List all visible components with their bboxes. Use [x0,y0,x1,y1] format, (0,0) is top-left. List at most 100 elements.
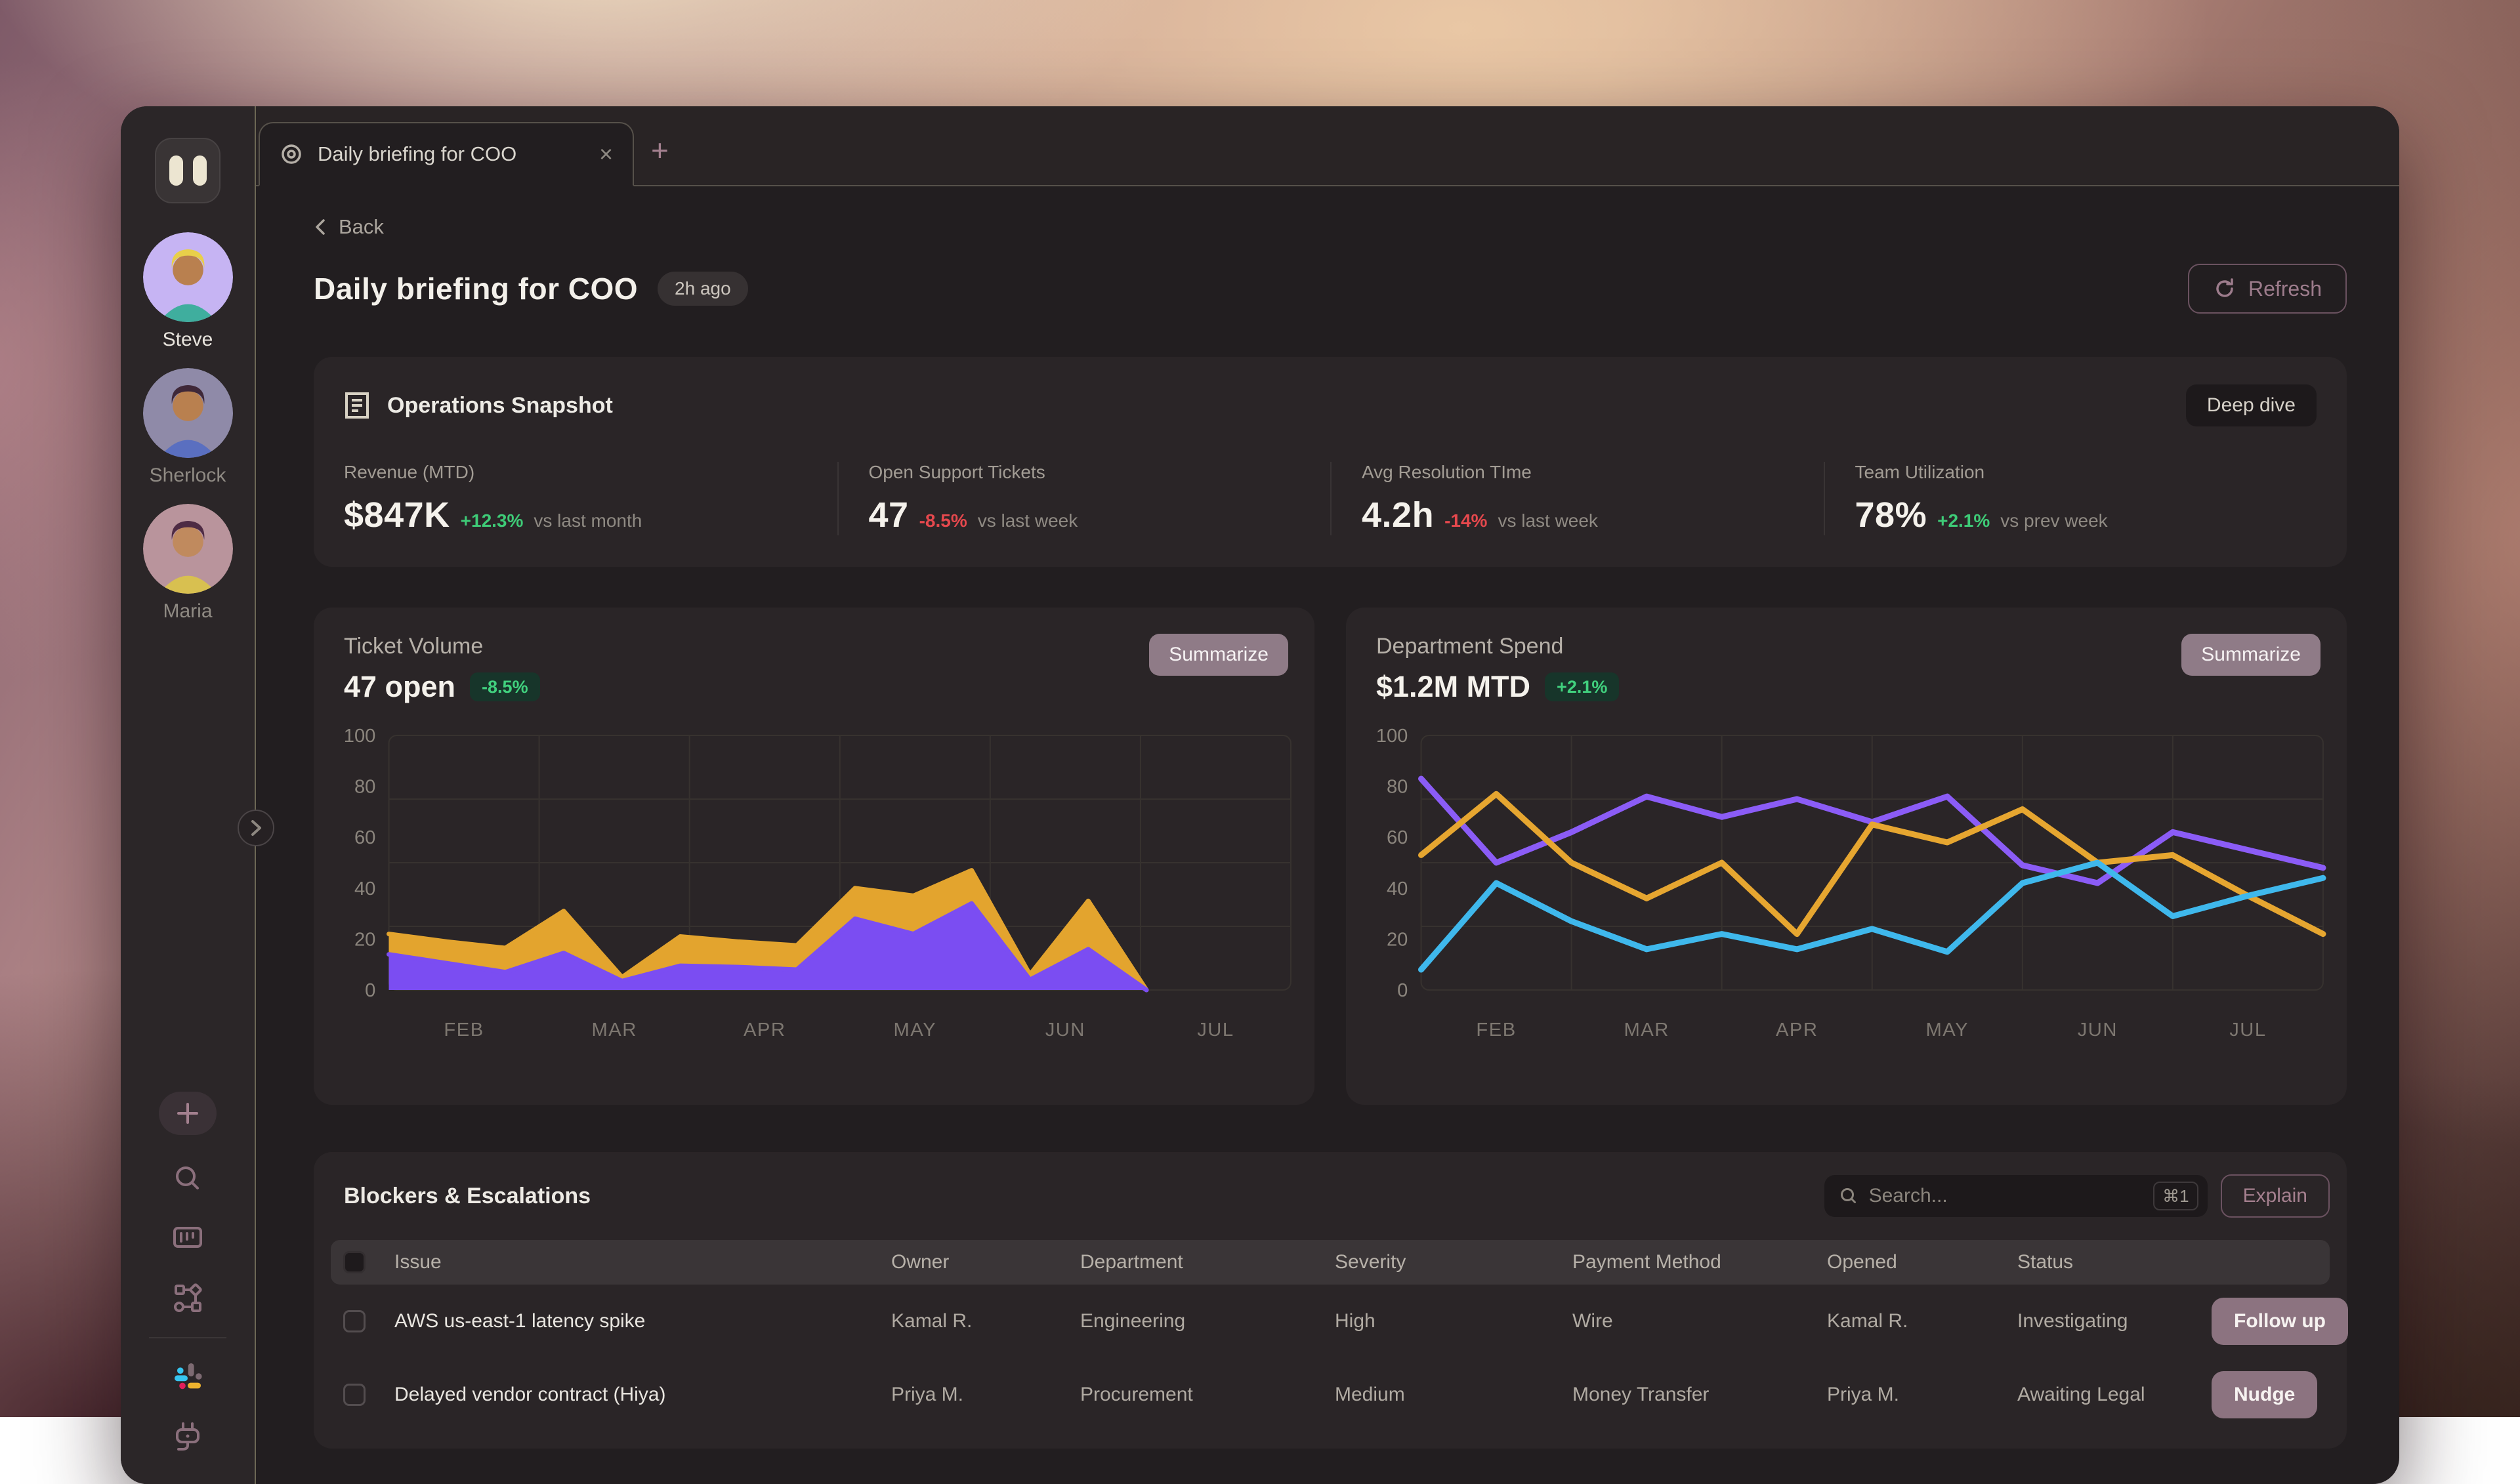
sidebar: Steve Sherlock Maria [121,106,256,1484]
tab-bar: Daily briefing for COO × + [256,106,2399,186]
svg-text:20: 20 [1387,929,1408,950]
row-action-button[interactable]: Follow up [2212,1298,2348,1345]
svg-text:0: 0 [1397,980,1408,1001]
page-title: Daily briefing for COO [314,271,638,306]
tab-close-button[interactable]: × [599,142,613,166]
slack-icon [172,1361,203,1392]
sidebar-collapse-button[interactable] [238,810,274,846]
metric-label: Avg Resolution TIme [1362,462,1797,483]
search-input[interactable] [1869,1185,2143,1207]
svg-text:JUN: JUN [2078,1020,2118,1041]
row-checkbox[interactable] [343,1310,366,1332]
explain-button[interactable]: Explain [2221,1174,2330,1218]
chevron-left-icon [314,218,328,236]
metric: Team Utilization 78% +2.1% vs prev week [1824,462,2317,535]
cell-severity: High [1319,1310,1557,1332]
back-label: Back [339,215,384,239]
svg-text:JUL: JUL [2229,1020,2266,1041]
add-button[interactable] [159,1092,217,1135]
slack-button[interactable] [172,1361,203,1392]
tab-daily-briefing[interactable]: Daily briefing for COO × [259,122,634,186]
sidebar-user[interactable]: Sherlock [143,368,233,487]
svg-text:0: 0 [365,980,375,1001]
plus-icon [173,1099,202,1128]
page-content: Back Daily briefing for COO 2h ago Refre… [256,186,2399,1484]
cell-department: Procurement [1064,1384,1319,1406]
select-all-checkbox[interactable] [343,1251,366,1273]
svg-text:60: 60 [354,827,375,848]
row-checkbox[interactable] [343,1384,366,1406]
table-row[interactable]: AWS us-east-1 latency spike Kamal R. Eng… [331,1285,2330,1358]
svg-text:60: 60 [1387,827,1408,848]
metric-delta: -8.5% [919,510,967,531]
row-action-button[interactable]: Nudge [2212,1371,2317,1418]
workflow-nodes-icon [171,1281,205,1315]
svg-text:JUN: JUN [1045,1020,1085,1041]
user-list: Steve Sherlock Maria [143,232,233,640]
col-payment-method: Payment Method [1557,1251,1811,1273]
search-button[interactable] [172,1163,203,1194]
app-logo[interactable] [155,138,220,203]
col-issue: Issue [378,1251,875,1273]
cell-status: Awaiting Legal [2002,1384,2212,1406]
svg-text:40: 40 [1387,878,1408,899]
user-name: Steve [163,329,213,351]
metric-label: Team Utilization [1855,462,2291,483]
metric-value: 78% [1855,495,1927,535]
delta-pill: +2.1% [1545,672,1619,701]
svg-text:MAR: MAR [1624,1020,1669,1041]
metric: Open Support Tickets 47 -8.5% vs last we… [837,462,1331,535]
shortcut-badge: ⌘1 [2153,1182,2198,1210]
table-row[interactable]: Delayed vendor contract (Hiya) Priya M. … [331,1358,2330,1432]
sidebar-tools [149,1092,226,1484]
svg-text:MAY: MAY [1925,1020,1969,1041]
updated-badge: 2h ago [658,272,748,306]
metric-note: vs prev week [2000,510,2107,531]
svg-text:MAR: MAR [591,1020,637,1041]
user-name: Sherlock [150,464,226,487]
cell-payment-method: Wire [1557,1310,1811,1332]
workflow-button[interactable] [171,1281,205,1315]
metric-value: 4.2h [1362,495,1434,535]
svg-text:100: 100 [344,728,376,747]
kanban-button[interactable] [171,1222,205,1253]
table-header: Issue Owner Department Severity Payment … [331,1240,2330,1285]
operations-snapshot-card: Operations Snapshot Deep dive Revenue (M… [314,357,2347,567]
svg-text:MAY: MAY [893,1020,936,1041]
svg-text:80: 80 [354,777,375,798]
user-name: Maria [163,600,212,623]
cell-severity: Medium [1319,1384,1557,1406]
metric-note: vs last month [534,510,642,531]
metric-delta: +12.3% [461,510,524,531]
tab-label: Daily briefing for COO [318,142,585,166]
deep-dive-button[interactable]: Deep dive [2186,384,2317,426]
svg-text:APR: APR [744,1020,786,1041]
col-department: Department [1064,1251,1319,1273]
refresh-button[interactable]: Refresh [2188,264,2347,314]
cell-owner: Priya M. [875,1384,1064,1406]
metric: Avg Resolution TIme 4.2h -14% vs last we… [1330,462,1824,535]
cell-issue: Delayed vendor contract (Hiya) [378,1384,875,1406]
search-box[interactable]: ⌘1 [1824,1175,2208,1217]
blockers-title: Blockers & Escalations [344,1184,591,1209]
metric-value: $847K [344,495,450,535]
svg-text:APR: APR [1776,1020,1818,1041]
metric-note: vs last week [1498,510,1598,531]
sidebar-user[interactable]: Steve [143,232,233,351]
back-link[interactable]: Back [314,215,384,239]
plug-button[interactable] [171,1420,205,1456]
search-icon [1839,1186,1858,1206]
kanban-board-icon [171,1222,205,1253]
summarize-button[interactable]: Summarize [2181,634,2320,676]
cell-issue: AWS us-east-1 latency spike [378,1310,875,1332]
summarize-button[interactable]: Summarize [1149,634,1288,676]
refresh-icon [2213,277,2236,300]
new-tab-button[interactable]: + [651,135,669,165]
cell-opened: Kamal R. [1811,1310,2002,1332]
col-owner: Owner [875,1251,1064,1273]
metric-delta: -14% [1444,510,1487,531]
document-icon [344,391,370,420]
sidebar-user[interactable]: Maria [143,504,233,623]
